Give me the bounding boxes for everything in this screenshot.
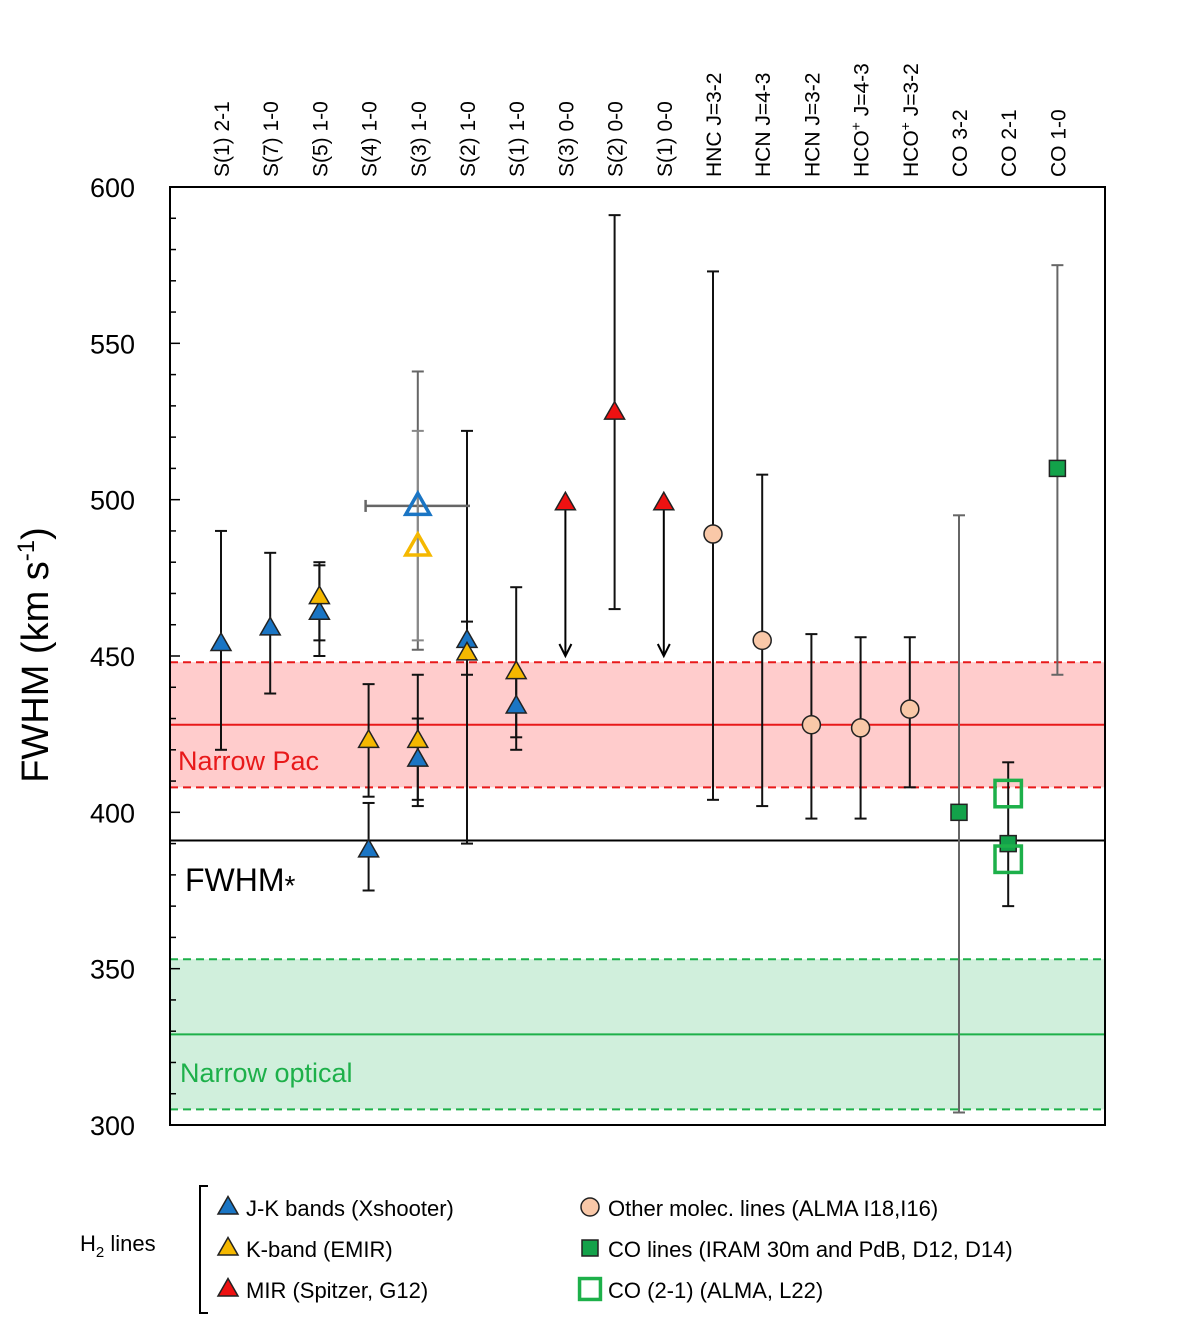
y-tick-label: 500 xyxy=(90,486,135,516)
category-label: HCO+ J=3-2 xyxy=(897,63,923,177)
series-1-point-3 xyxy=(455,640,479,661)
series-0-point-3 xyxy=(357,837,380,858)
legend-label-4: CO lines (IRAM 30m and PdB, D12, D14) xyxy=(608,1237,1013,1262)
category-label: S(1) 0-0 xyxy=(654,101,677,177)
category-label: HCN J=4-3 xyxy=(752,73,775,177)
series-0-point-4 xyxy=(406,747,430,767)
series-3-point-3 xyxy=(850,718,871,738)
legend-label-2: MIR (Spitzer, G12) xyxy=(246,1278,428,1303)
category-label: S(2) 1-0 xyxy=(457,101,480,177)
series-1-point-1 xyxy=(357,728,380,749)
legend-group-label: H2 lines xyxy=(80,1231,156,1261)
legend-label-3: Other molec. lines (ALMA I18,I16) xyxy=(608,1196,938,1221)
y-axis-label: FWHM (km s-1) xyxy=(13,527,57,783)
y-tick-label: 300 xyxy=(90,1111,135,1141)
category-label: S(5) 1-0 xyxy=(309,101,332,177)
legend-label-1: K-band (EMIR) xyxy=(246,1237,393,1262)
band-label-narrow-optical: Narrow optical xyxy=(180,1058,353,1088)
legend-label-0: J-K bands (Xshooter) xyxy=(246,1196,454,1221)
series-4-point-2 xyxy=(1048,459,1067,478)
legend-label-5: CO (2-1) (ALMA, L22) xyxy=(608,1278,823,1303)
series-7-point-0 xyxy=(402,530,433,557)
markers-layer xyxy=(209,400,1067,875)
series-2-point-1 xyxy=(603,400,626,420)
category-label: CO 3-2 xyxy=(949,109,972,177)
category-label: S(1) 2-1 xyxy=(211,101,234,177)
series-2-point-0 xyxy=(554,490,577,511)
y-tick-label: 600 xyxy=(90,173,135,203)
series-4-point-1 xyxy=(999,834,1017,853)
category-label: HCN J=3-2 xyxy=(801,73,824,177)
series-3-point-2 xyxy=(801,715,822,735)
reference-line-label: FWHM* xyxy=(185,862,296,901)
series-2-point-2-error-arrow-head xyxy=(656,643,671,659)
y-tick-label: 350 xyxy=(90,955,135,985)
legend-marker-1 xyxy=(216,1235,240,1256)
legend-bracket xyxy=(199,1185,208,1314)
category-label: S(7) 1-0 xyxy=(260,101,283,177)
legend-marker-2 xyxy=(216,1276,240,1297)
category-label: S(3) 1-0 xyxy=(408,101,431,177)
category-label: S(1) 1-0 xyxy=(506,101,529,177)
series-3-point-0 xyxy=(703,524,723,544)
series-0-point-0 xyxy=(209,631,233,652)
labels-layer: Narrow Pac Narrow optical FWHM* S(1) 2-1 S(7… xyxy=(178,63,1070,1088)
category-label: HNC J=3-2 xyxy=(703,73,726,177)
series-4-point-0 xyxy=(950,803,968,822)
category-label: S(2) 0-0 xyxy=(605,101,628,177)
series-2-point-0-error-arrow-head xyxy=(558,643,573,659)
series-1-point-4 xyxy=(504,659,528,680)
y-tick-label: 450 xyxy=(90,642,135,672)
series-5-point-0 xyxy=(993,778,1024,809)
series-1-point-0 xyxy=(308,584,331,605)
legend-marker-3 xyxy=(580,1197,600,1217)
series-2-point-2 xyxy=(652,490,676,511)
series-3-point-1 xyxy=(752,630,772,651)
series-6-point-0 xyxy=(402,489,433,517)
category-label: CO 2-1 xyxy=(998,109,1021,177)
category-label: HCO+ J=4-3 xyxy=(848,63,874,177)
legend: H2 lines J-K bands (Xshooter) K-band (EMIR… xyxy=(80,1185,1013,1314)
series-3-point-4 xyxy=(900,699,920,719)
series-0-point-2 xyxy=(308,600,331,620)
series-0-point-6 xyxy=(504,694,528,714)
band-label-narrow-pa: Narrow Pac xyxy=(178,746,319,776)
legend-marker-0 xyxy=(216,1194,240,1215)
axes-layer: 300 350 400 450 500 550 600 FWHM (km s-1) xyxy=(13,173,1106,1141)
y-tick-label: 400 xyxy=(90,798,135,828)
category-label: S(3) 0-0 xyxy=(555,101,578,177)
category-label: CO 1-0 xyxy=(1047,109,1070,177)
bands-layer xyxy=(170,661,1105,1111)
legend-marker-4 xyxy=(581,1239,599,1257)
category-label: S(4) 1-0 xyxy=(359,101,382,177)
legend-marker-5 xyxy=(577,1276,603,1302)
series-5-point-1 xyxy=(993,844,1024,875)
series-0-point-1 xyxy=(258,615,282,636)
series-1-point-2 xyxy=(406,728,430,749)
y-tick-label: 550 xyxy=(90,329,135,359)
